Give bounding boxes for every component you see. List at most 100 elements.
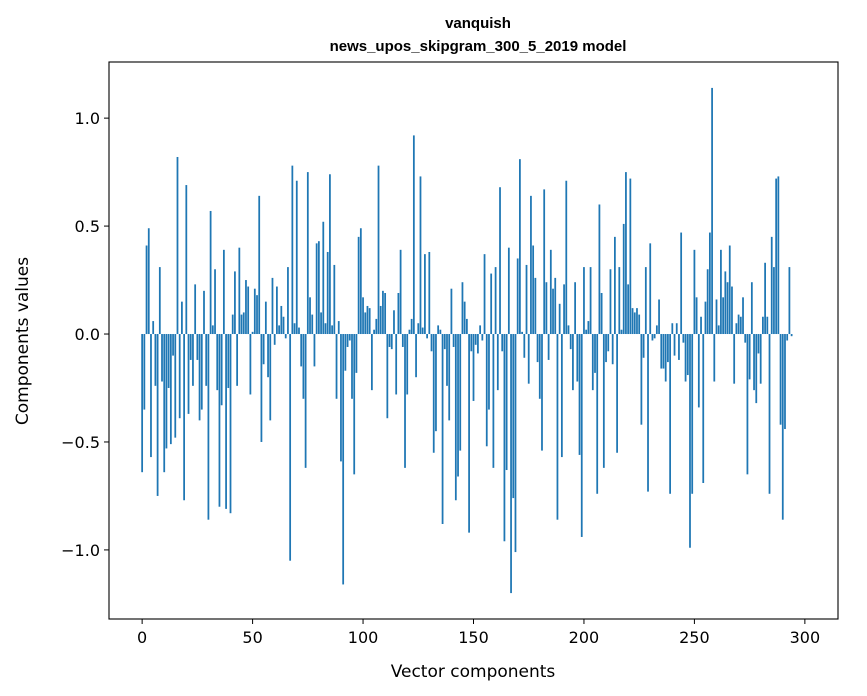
bar-component-67: [289, 334, 292, 561]
bar-component-277: [753, 334, 755, 391]
bar-component-273: [744, 334, 747, 343]
bar-component-269: [735, 323, 738, 335]
bar-component-97: [355, 334, 358, 373]
bar-component-145: [461, 282, 464, 335]
bar-component-56: [264, 301, 267, 335]
bar-component-160: [494, 267, 497, 335]
y-tick-label: 0.5: [75, 217, 100, 236]
bar-component-162: [499, 187, 501, 335]
bar-component-231: [651, 334, 654, 341]
bar-component-219: [625, 172, 627, 335]
bar-component-41: [231, 314, 234, 335]
bar-component-260: [715, 299, 718, 335]
bar-component-52: [256, 295, 258, 335]
bar-component-84: [326, 251, 329, 335]
bar-component-286: [773, 267, 775, 335]
bar-component-244: [680, 232, 683, 335]
bar-component-46: [242, 312, 245, 335]
bar-component-200: [583, 267, 585, 335]
bar-component-72: [300, 334, 303, 367]
bar-component-292: [786, 334, 789, 341]
bar-component-23: [192, 334, 194, 386]
bar-component-79: [315, 243, 318, 335]
bar-component-63: [280, 305, 283, 335]
bar-component-188: [556, 334, 559, 520]
bar-component-61: [276, 286, 278, 335]
y-tick-label: 1.0: [75, 109, 100, 128]
bar-component-22: [189, 334, 192, 360]
bar-component-137: [443, 334, 446, 350]
bar-component-21: [187, 334, 190, 414]
bar-component-156: [485, 334, 488, 447]
bar-component-191: [563, 284, 565, 335]
bar-component-86: [331, 325, 333, 335]
bar-component-284: [768, 334, 771, 494]
bar-component-138: [446, 334, 448, 386]
bar-component-237: [664, 334, 667, 382]
bar-component-203: [589, 267, 592, 335]
bar-component-28: [203, 290, 205, 335]
x-tick-label: 0: [137, 628, 147, 647]
bar-component-176: [530, 195, 532, 335]
bar-component-252: [697, 334, 700, 408]
bar-component-211: [607, 334, 610, 352]
bar-component-254: [702, 334, 705, 483]
bar-component-253: [700, 316, 702, 335]
bar-component-233: [655, 325, 658, 335]
bar-component-220: [627, 284, 630, 335]
bar-component-93: [346, 334, 349, 347]
bar-component-267: [731, 286, 733, 335]
bar-component-170: [516, 258, 519, 335]
bar-component-91: [342, 334, 345, 585]
bar-component-235: [660, 334, 663, 369]
bar-component-266: [728, 245, 731, 335]
bar-component-82: [322, 221, 325, 335]
bar-component-209: [602, 334, 605, 468]
bar-component-185: [549, 249, 552, 335]
bar-component-44: [238, 247, 241, 335]
x-tick-label: 200: [569, 628, 600, 647]
bar-component-11: [165, 334, 168, 449]
bar-component-27: [200, 334, 203, 410]
bar-component-126: [419, 176, 422, 335]
y-axis-label: Components values: [13, 257, 33, 425]
bar-component-179: [536, 334, 539, 363]
bar-component-173: [523, 334, 526, 358]
bar-component-104: [371, 334, 373, 391]
bar-component-60: [273, 334, 276, 345]
bar-component-249: [691, 334, 694, 494]
bar-component-57: [267, 334, 269, 378]
y-tick-label: −1.0: [61, 541, 100, 560]
bar-component-9: [161, 334, 163, 382]
bar-component-157: [488, 334, 490, 410]
bar-component-54: [260, 334, 263, 442]
plot-frame: [108, 61, 839, 620]
bar-component-187: [554, 277, 557, 335]
bar-component-121: [408, 329, 411, 335]
bar-component-229: [647, 334, 649, 492]
bar-component-165: [505, 334, 508, 471]
bar-component-208: [600, 293, 603, 335]
bar-component-51: [253, 288, 256, 335]
bar-component-198: [578, 334, 581, 455]
bar-component-96: [353, 334, 356, 475]
bar-component-53: [258, 195, 261, 335]
bar-component-142: [454, 334, 457, 501]
bar-component-171: [519, 159, 521, 335]
bar-component-3: [147, 228, 150, 335]
bar-component-10: [163, 334, 166, 473]
bar-component-239: [669, 334, 671, 494]
bar-component-34: [216, 334, 219, 391]
bar-component-196: [574, 282, 576, 335]
bar-component-59: [271, 277, 274, 335]
bar-component-228: [644, 267, 647, 335]
bar-component-199: [580, 334, 583, 537]
bar-component-124: [415, 334, 417, 378]
bar-component-161: [496, 334, 499, 391]
bar-component-225: [638, 314, 641, 335]
bar-component-74: [304, 334, 307, 468]
bar-component-20: [185, 185, 188, 335]
bar-component-98: [357, 236, 360, 335]
bar-component-18: [181, 301, 183, 335]
bar-component-68: [291, 165, 294, 335]
